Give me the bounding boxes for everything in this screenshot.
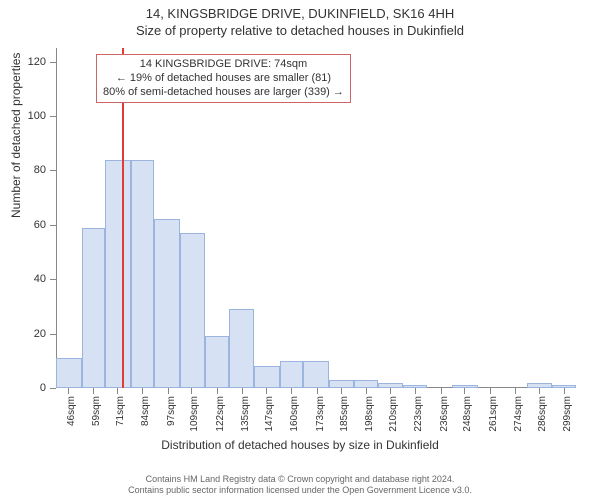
plot-area: 02040608010012046sqm59sqm71sqm84sqm97sqm…: [56, 48, 576, 388]
x-tick-label: 46sqm: [66, 396, 77, 426]
x-tick: [390, 388, 391, 394]
attribution-line2: Contains public sector information licen…: [0, 485, 600, 496]
chart-container: 14, KINGSBRIDGE DRIVE, DUKINFIELD, SK16 …: [0, 0, 600, 500]
histogram-bar: [131, 160, 155, 388]
x-tick: [564, 388, 565, 394]
y-tick-label: 0: [40, 382, 46, 394]
x-tick: [93, 388, 94, 394]
x-tick-label: 109sqm: [189, 396, 200, 432]
histogram-bar: [105, 160, 131, 388]
x-tick-label: 173sqm: [315, 396, 326, 432]
x-tick-label: 59sqm: [91, 396, 102, 426]
y-tick: [50, 170, 56, 171]
attribution-line1: Contains HM Land Registry data © Crown c…: [0, 474, 600, 485]
histogram-bar: [56, 358, 82, 388]
callout-line3: 80% of semi-detached houses are larger (…: [103, 86, 344, 100]
x-tick: [191, 388, 192, 394]
histogram-bar: [452, 385, 478, 388]
x-tick: [242, 388, 243, 394]
x-tick-label: 198sqm: [364, 396, 375, 432]
x-tick: [317, 388, 318, 394]
histogram-bar: [378, 383, 404, 388]
histogram-bar: [205, 336, 229, 388]
callout-line2: ← 19% of detached houses are smaller (81…: [103, 72, 344, 86]
y-tick: [50, 225, 56, 226]
y-tick-label: 20: [34, 328, 46, 340]
x-tick-label: 248sqm: [462, 396, 473, 432]
x-tick: [68, 388, 69, 394]
callout-box: 14 KINGSBRIDGE DRIVE: 74sqm ← 19% of det…: [96, 54, 351, 103]
x-tick: [515, 388, 516, 394]
x-tick: [291, 388, 292, 394]
y-axis-label: Number of detached properties: [9, 53, 23, 218]
callout-line1: 14 KINGSBRIDGE DRIVE: 74sqm: [103, 58, 344, 72]
x-tick-label: 286sqm: [537, 396, 548, 432]
x-tick-label: 160sqm: [289, 396, 300, 432]
x-tick-label: 135sqm: [240, 396, 251, 432]
histogram-bar: [303, 361, 329, 388]
y-tick: [50, 116, 56, 117]
x-tick-label: 210sqm: [388, 396, 399, 432]
attribution: Contains HM Land Registry data © Crown c…: [0, 474, 600, 496]
x-tick-label: 261sqm: [488, 396, 499, 432]
x-tick: [217, 388, 218, 394]
x-tick-label: 236sqm: [439, 396, 450, 432]
y-tick-label: 80: [34, 164, 46, 176]
x-tick-label: 223sqm: [413, 396, 424, 432]
histogram-bar: [229, 309, 255, 388]
x-tick: [341, 388, 342, 394]
y-tick-label: 40: [34, 273, 46, 285]
histogram-bar: [527, 383, 553, 388]
x-tick: [415, 388, 416, 394]
x-tick-label: 274sqm: [513, 396, 524, 432]
histogram-bar: [280, 361, 304, 388]
histogram-bar: [329, 380, 355, 388]
x-tick: [464, 388, 465, 394]
x-tick-label: 299sqm: [562, 396, 573, 432]
x-tick-label: 71sqm: [115, 396, 126, 426]
x-tick: [168, 388, 169, 394]
histogram-bar: [82, 228, 106, 388]
histogram-bar: [552, 385, 576, 388]
x-tick: [441, 388, 442, 394]
x-tick-label: 185sqm: [339, 396, 350, 432]
histogram-bar: [154, 219, 180, 388]
x-tick: [366, 388, 367, 394]
x-tick-label: 84sqm: [140, 396, 151, 426]
y-tick: [50, 62, 56, 63]
y-tick: [50, 279, 56, 280]
x-tick-label: 147sqm: [264, 396, 275, 432]
x-tick: [539, 388, 540, 394]
y-axis-line: [56, 48, 57, 388]
x-axis-label: Distribution of detached houses by size …: [0, 438, 600, 452]
y-tick-label: 60: [34, 219, 46, 231]
x-tick: [266, 388, 267, 394]
page-title-line2: Size of property relative to detached ho…: [0, 21, 600, 38]
histogram-bar: [254, 366, 280, 388]
x-tick: [490, 388, 491, 394]
y-tick: [50, 388, 56, 389]
x-tick-label: 97sqm: [166, 396, 177, 426]
x-tick-label: 122sqm: [215, 396, 226, 432]
y-tick: [50, 334, 56, 335]
page-title-line1: 14, KINGSBRIDGE DRIVE, DUKINFIELD, SK16 …: [0, 0, 600, 21]
y-tick-label: 120: [28, 56, 46, 68]
y-tick-label: 100: [28, 110, 46, 122]
histogram-bar: [354, 380, 378, 388]
histogram-bar: [180, 233, 206, 388]
x-tick: [142, 388, 143, 394]
histogram-bar: [403, 385, 427, 388]
x-tick: [117, 388, 118, 394]
